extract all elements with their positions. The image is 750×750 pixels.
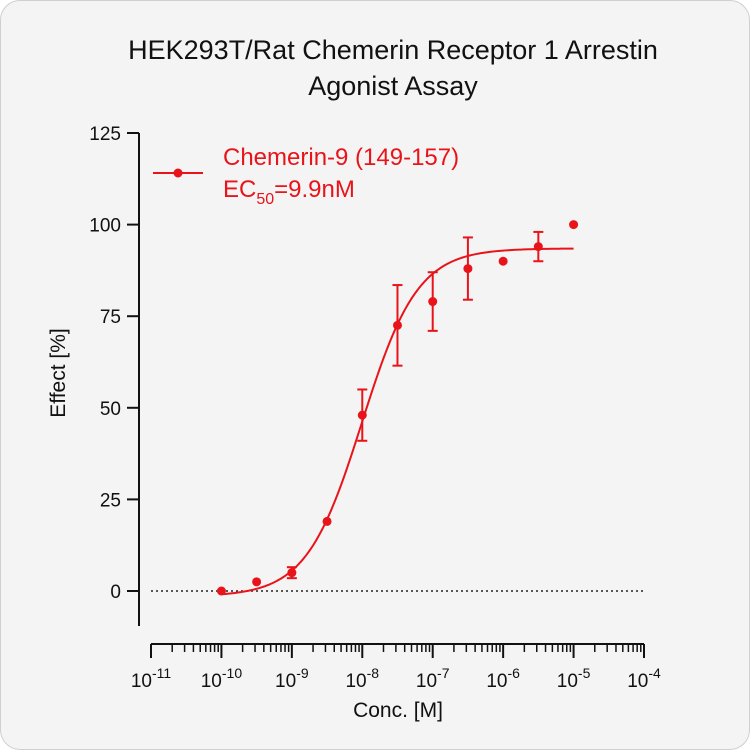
x-tick-label: 10-4 xyxy=(627,665,661,692)
x-tick-base: 10 xyxy=(416,671,437,692)
y-axis-title: Effect [%] xyxy=(47,328,70,418)
data-point xyxy=(216,586,226,596)
y-tick-label: 50 xyxy=(100,399,121,420)
x-tick-base: 10 xyxy=(131,671,152,692)
x-tick-label: 10-10 xyxy=(201,665,243,692)
x-tick-exponent: -4 xyxy=(648,665,661,681)
x-tick-base: 10 xyxy=(486,671,507,692)
x-tick-exponent: -8 xyxy=(367,665,380,681)
legend: Chemerin-9 (149-157) EC50=9.9nM xyxy=(153,144,459,208)
data-point xyxy=(533,242,543,252)
data-point xyxy=(569,220,579,230)
x-tick-exponent: -10 xyxy=(222,665,242,681)
data-point xyxy=(392,320,402,330)
x-tick-exponent: -5 xyxy=(578,665,591,681)
y-tick-label: 75 xyxy=(100,307,121,328)
y-tick-label: 100 xyxy=(89,216,121,237)
data-point xyxy=(357,410,367,420)
plot-layer xyxy=(151,220,644,596)
x-tick-exponent: -11 xyxy=(152,665,171,681)
x-tick-label: 10-6 xyxy=(486,665,520,692)
chart-title-line-1: HEK293T/Rat Chemerin Receptor 1 Arrestin xyxy=(128,35,658,65)
x-tick-label: 10-5 xyxy=(557,665,591,692)
x-tick-exponent: -7 xyxy=(437,665,450,681)
x-tick-base: 10 xyxy=(557,671,578,692)
x-tick-label: 10-11 xyxy=(131,665,172,692)
ec50-subscript: 50 xyxy=(256,191,274,208)
x-tick-base: 10 xyxy=(275,671,296,692)
x-tick-label: 10-7 xyxy=(416,665,450,692)
data-point xyxy=(322,516,332,526)
y-tick-label: 25 xyxy=(100,490,121,511)
x-tick-base: 10 xyxy=(345,671,366,692)
legend-marker xyxy=(173,168,183,178)
chart-title-line-2: Agonist Assay xyxy=(308,71,478,101)
data-point xyxy=(463,264,473,274)
data-point xyxy=(252,577,262,587)
ec50-prefix: EC xyxy=(223,176,256,203)
legend-series-name: Chemerin-9 (149-157) xyxy=(223,144,459,171)
y-tick-label: 125 xyxy=(89,124,121,145)
x-axis-title: Conc. [M] xyxy=(353,699,443,722)
ec50-value: =9.9nM xyxy=(274,176,355,203)
data-point xyxy=(287,568,297,578)
legend-ec50-label: EC50=9.9nM xyxy=(223,176,355,208)
y-tick-label: 0 xyxy=(110,582,121,603)
x-tick-exponent: -9 xyxy=(296,665,309,681)
x-tick-base: 10 xyxy=(627,671,648,692)
data-point xyxy=(428,297,438,307)
x-tick-exponent: -6 xyxy=(507,665,520,681)
x-tick-label: 10-9 xyxy=(275,665,309,692)
data-point xyxy=(498,256,508,266)
x-tick-base: 10 xyxy=(201,671,222,692)
x-tick-label: 10-8 xyxy=(345,665,379,692)
